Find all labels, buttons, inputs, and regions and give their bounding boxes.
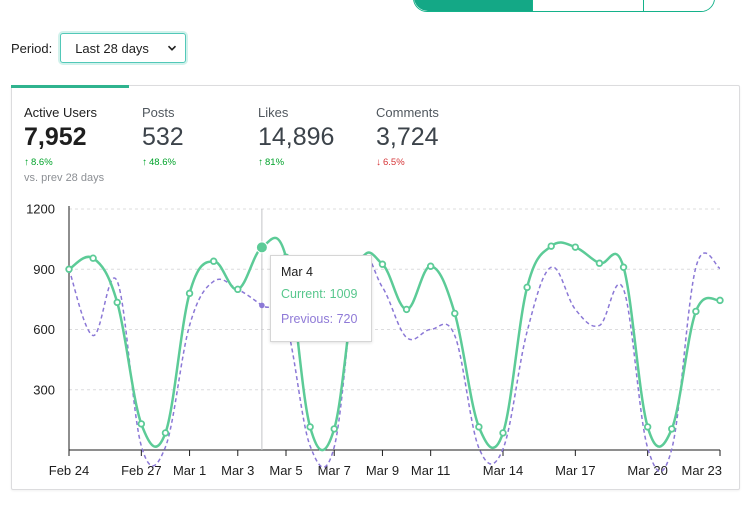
data-point-current	[619, 263, 628, 271]
data-point-current	[523, 283, 531, 292]
stat-delta: ↑ 8.6%	[24, 157, 104, 168]
data-point-current	[595, 259, 604, 267]
stats-card: Active Users 7,952 ↑ 8.6% vs. prev 28 day…	[11, 85, 740, 490]
data-point-current	[306, 423, 314, 431]
data-point-current	[716, 296, 724, 305]
stat-tab-comments[interactable]: Comments 3,724 ↓ 6.5%	[376, 105, 439, 168]
data-point-current	[426, 262, 435, 270]
data-point-current	[330, 425, 338, 433]
stat-value: 14,896	[258, 123, 335, 151]
data-point-previous-highlight	[259, 302, 265, 309]
stat-delta: ↑ 48.6%	[142, 157, 184, 168]
data-point-current	[499, 429, 507, 437]
x-tick-label: Feb 24	[49, 463, 89, 478]
x-tick-label: Feb 27	[121, 463, 161, 478]
arrow-down-icon: ↓	[376, 157, 381, 168]
data-point-current	[378, 260, 387, 268]
tooltip-current: Current: 1009	[281, 287, 358, 301]
y-tick-label: 600	[33, 322, 55, 337]
period-selected-value: Last 28 days	[75, 40, 149, 56]
arrow-up-icon: ↑	[142, 157, 147, 168]
x-tick-label: Mar 23	[682, 463, 722, 478]
data-point-current-highlight	[255, 241, 268, 254]
tooltip-date: Mar 4	[281, 265, 313, 279]
x-tick-label: Mar 7	[318, 463, 351, 478]
data-point-current	[643, 423, 652, 431]
data-point-current	[113, 298, 121, 307]
stat-tab-likes[interactable]: Likes 14,896 ↑ 81%	[258, 105, 334, 168]
stat-label: Comments	[376, 105, 439, 120]
data-point-current	[234, 285, 242, 294]
stat-delta-value: 48.6%	[149, 157, 176, 168]
stat-value: 532	[142, 123, 184, 151]
x-tick-label: Mar 1	[173, 463, 206, 478]
data-point-current	[402, 305, 411, 314]
data-point-current	[668, 425, 676, 433]
y-tick-label: 1200	[26, 202, 55, 217]
data-point-current	[451, 309, 459, 318]
stat-tab-active-users[interactable]: Active Users 7,952 ↑ 8.6% vs. prev 28 day…	[24, 105, 104, 184]
period-label: Period:	[11, 40, 53, 56]
series-line-current	[68, 236, 721, 452]
arrow-up-icon: ↑	[24, 157, 29, 168]
view-toggle-option[interactable]	[643, 0, 714, 11]
x-tick-label: Mar 14	[483, 463, 523, 478]
y-tick-label: 300	[33, 382, 55, 397]
chevron-down-icon	[168, 45, 177, 51]
x-tick-label: Mar 9	[366, 463, 399, 478]
data-point-current	[547, 242, 555, 250]
stat-tab-posts[interactable]: Posts 532 ↑ 48.6%	[142, 105, 184, 168]
data-point-current	[89, 254, 97, 262]
stat-label: Posts	[142, 105, 175, 120]
stat-label: Active Users	[24, 105, 97, 120]
stat-comparison: vs. prev 28 days	[24, 172, 105, 184]
data-point-current	[65, 265, 73, 273]
x-tick-label: Mar 20	[627, 463, 667, 478]
x-tick-label: Mar 17	[555, 463, 595, 478]
data-point-current	[209, 257, 218, 265]
series-line-previous	[68, 252, 721, 473]
stat-delta-value: 8.6%	[31, 157, 53, 168]
stat-delta: ↑ 81%	[258, 157, 334, 168]
y-tick-label: 900	[33, 262, 55, 277]
chart-tooltip: Mar 4 Current: 1009 Previous: 720	[270, 255, 372, 342]
period-select[interactable]: Last 28 days	[60, 33, 187, 63]
stat-delta: ↓ 6.5%	[376, 157, 439, 168]
active-tab-indicator	[11, 85, 129, 88]
stat-delta-value: 6.5%	[383, 157, 405, 168]
x-tick-label: Mar 5	[269, 463, 302, 478]
period-control: Period: Last 28 days	[11, 33, 187, 63]
x-tick-label: Mar 3	[221, 463, 254, 478]
stat-value: 7,952	[24, 123, 87, 151]
tooltip-previous: Previous: 720	[281, 312, 358, 326]
data-point-current	[185, 289, 194, 298]
stat-value: 3,724	[376, 123, 439, 151]
arrow-up-icon: ↑	[258, 157, 263, 168]
data-point-current	[475, 423, 483, 431]
data-point-current	[161, 429, 170, 437]
view-toggle-active[interactable]	[414, 0, 532, 11]
data-point-current	[571, 243, 580, 251]
x-tick-label: Mar 11	[411, 463, 451, 478]
stat-delta-value: 81%	[265, 157, 285, 168]
data-point-current	[692, 307, 700, 316]
stat-label: Likes	[258, 105, 289, 120]
view-toggle-option[interactable]	[532, 0, 643, 11]
data-point-current	[137, 420, 146, 428]
